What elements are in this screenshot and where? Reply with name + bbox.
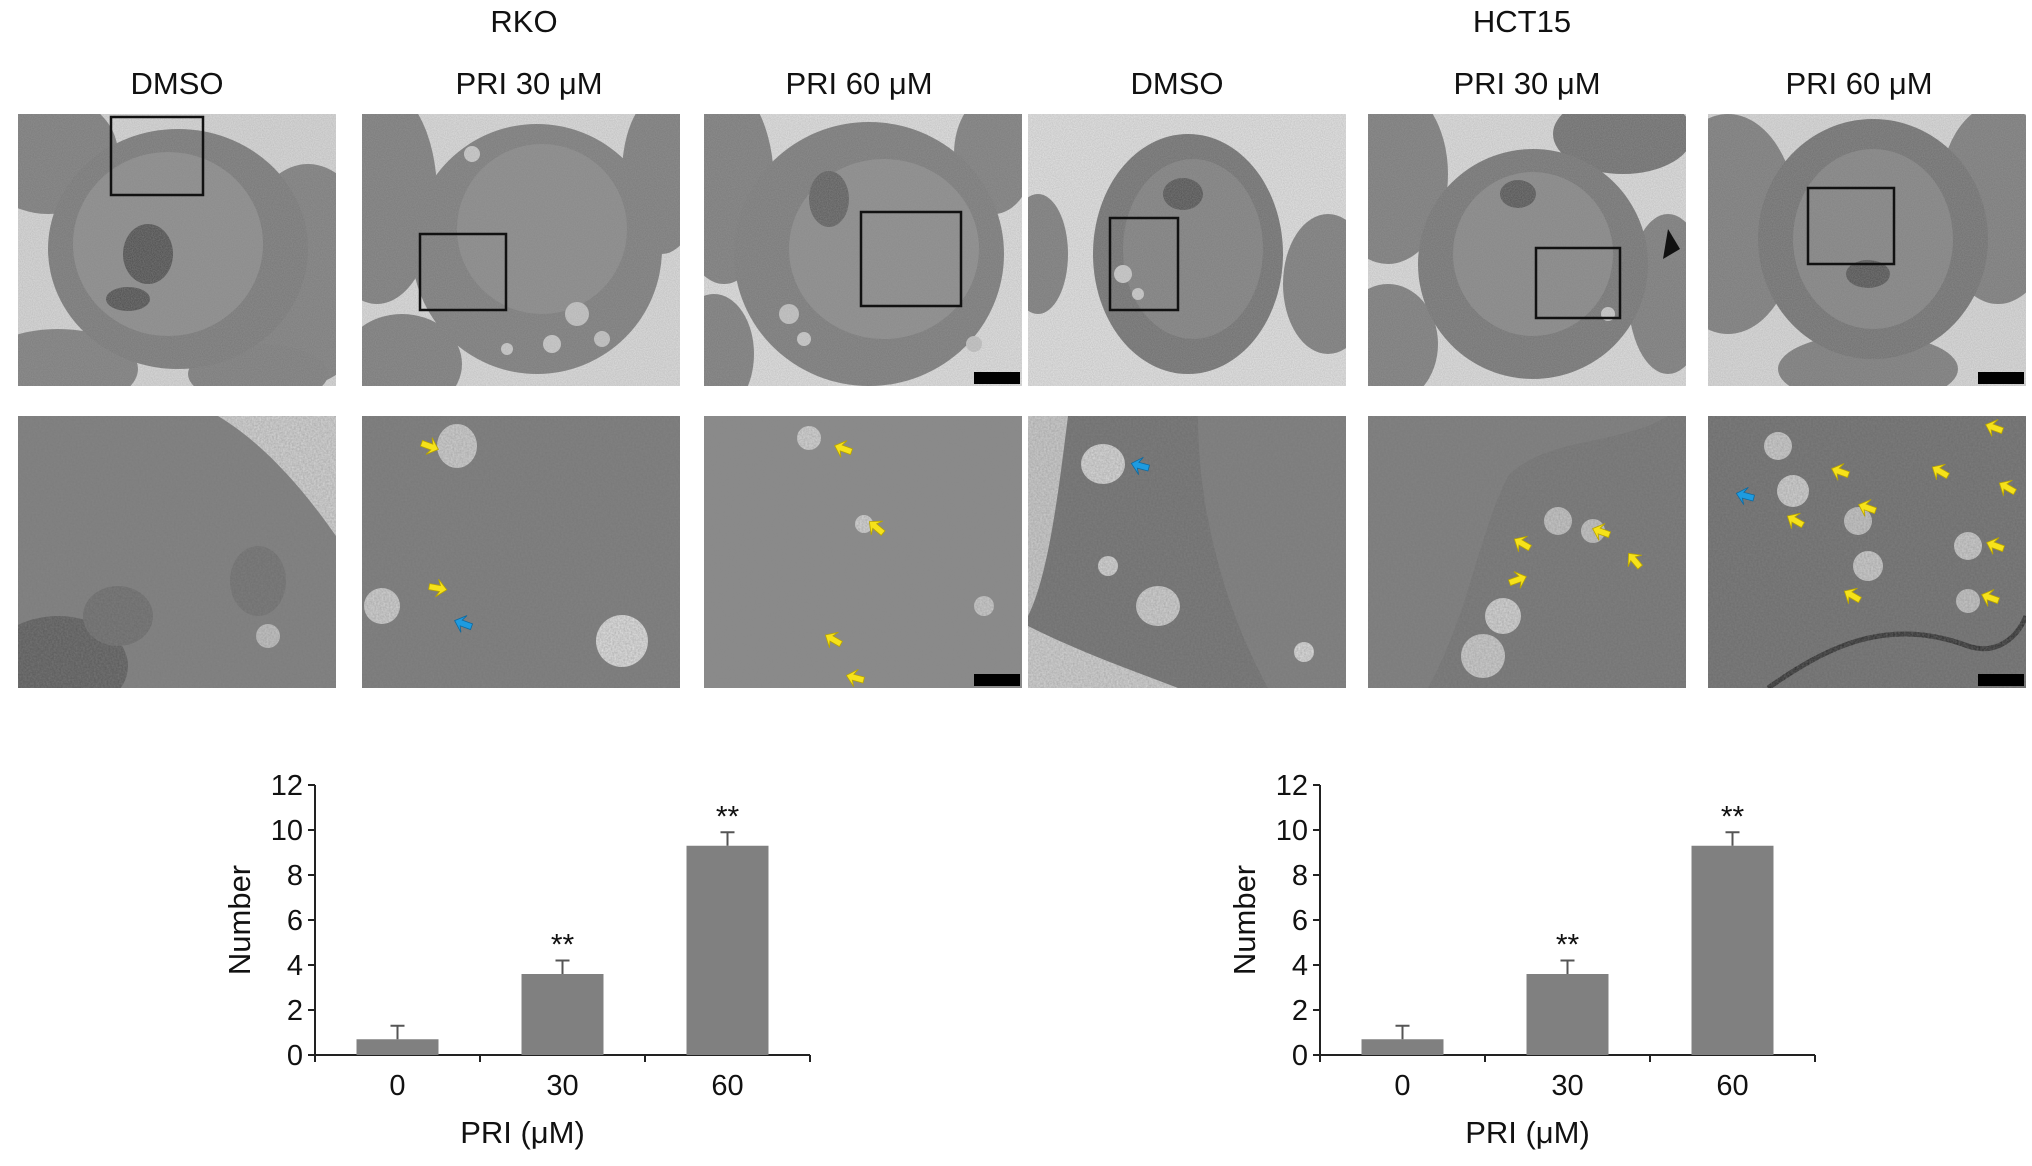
micrograph-rko-pri60-detail — [704, 416, 1022, 688]
micrograph-rko-pri30-detail — [362, 416, 680, 688]
micrograph-hct15-pri30-overview — [1368, 114, 1686, 386]
micrograph-rko-pri60-overview — [704, 114, 1022, 386]
micrograph-hct15-dmso-overview — [1028, 114, 1346, 386]
y-axis-label: Number — [1227, 865, 1262, 975]
y-tick-label: 10 — [1276, 815, 1308, 847]
bar-chart-hct15-svg: 0 2 4 6 8 10 12 0 ** 30 ** 60 PRI (μM) Number — [1227, 770, 1816, 1150]
y-tick-label: 0 — [1292, 1040, 1308, 1072]
y-tick-label: 8 — [287, 860, 303, 892]
y-tick-label: 6 — [1292, 905, 1308, 937]
group-title-rko: RKO — [490, 4, 558, 39]
y-tick-label: 4 — [1292, 950, 1308, 982]
col-label-hct15-pri30: PRI 30 μM — [1453, 66, 1601, 101]
micrograph-rko-pri30-overview — [362, 114, 680, 386]
y-tick-label: 0 — [287, 1040, 303, 1072]
y-tick-label: 4 — [287, 950, 303, 982]
significance-label: ** — [716, 800, 740, 833]
col-label-rko-dmso: DMSO — [130, 66, 224, 101]
y-tick-label: 2 — [287, 995, 303, 1027]
bar — [1361, 1039, 1444, 1055]
bar-chart-rko-svg: 0 2 4 6 8 10 12 0 ** 30 ** 60 PRI (μM) Number — [222, 770, 811, 1150]
significance-label: ** — [1721, 800, 1745, 833]
bar-chart-hct15: 0 2 4 6 8 10 12 0 ** 30 ** 60 PRI (μM) Number — [1205, 705, 1845, 1166]
col-label-hct15-dmso: DMSO — [1130, 66, 1224, 101]
bar — [1526, 974, 1609, 1055]
micrograph-hct15-pri30-detail — [1368, 416, 1686, 688]
group-title-hct15: HCT15 — [1472, 4, 1572, 39]
y-tick-label: 2 — [1292, 995, 1308, 1027]
y-tick-label: 10 — [271, 815, 303, 847]
x-tick-label: 30 — [1551, 1070, 1583, 1102]
x-tick-label: 60 — [1716, 1070, 1748, 1102]
y-tick-label: 6 — [287, 905, 303, 937]
y-tick-label: 8 — [1292, 860, 1308, 892]
col-label-hct15-pri60: PRI 60 μM — [1785, 66, 1933, 101]
x-tick-label: 30 — [546, 1070, 578, 1102]
y-tick-label: 12 — [1276, 770, 1308, 802]
micrograph-hct15-dmso-detail — [1028, 416, 1346, 688]
x-tick-label: 0 — [1394, 1070, 1410, 1102]
micrograph-hct15-pri60-overview — [1708, 114, 2026, 386]
micrograph-rko-dmso-overview — [18, 114, 336, 386]
y-axis-label: Number — [222, 865, 257, 975]
significance-label: ** — [551, 929, 575, 962]
x-axis-label: PRI (μM) — [1465, 1115, 1590, 1150]
bar — [686, 845, 769, 1055]
y-tick-label: 12 — [271, 770, 303, 802]
col-label-rko-pri30: PRI 30 μM — [455, 66, 603, 101]
micrograph-hct15-pri60-detail — [1708, 416, 2026, 688]
col-label-rko-pri60: PRI 60 μM — [785, 66, 933, 101]
bar — [521, 974, 604, 1055]
x-tick-label: 0 — [389, 1070, 405, 1102]
bar — [356, 1039, 439, 1055]
bar-chart-rko: 0 2 4 6 8 10 12 0 ** 30 ** 60 PRI (μM) Number — [200, 705, 840, 1166]
significance-label: ** — [1556, 929, 1580, 962]
x-axis-label: PRI (μM) — [460, 1115, 585, 1150]
micrograph-rko-dmso-detail — [18, 416, 336, 688]
bar — [1691, 845, 1774, 1055]
x-tick-label: 60 — [711, 1070, 743, 1102]
